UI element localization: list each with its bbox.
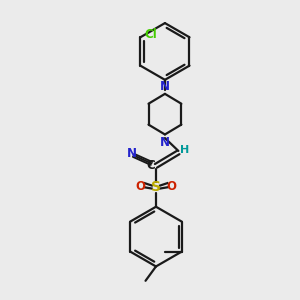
Text: N: N xyxy=(160,80,170,93)
Text: Cl: Cl xyxy=(144,28,157,41)
Text: N: N xyxy=(160,136,170,149)
Text: H: H xyxy=(180,145,190,155)
Text: O: O xyxy=(135,180,146,193)
Text: S: S xyxy=(151,180,161,194)
Text: N: N xyxy=(127,147,137,160)
Text: C: C xyxy=(146,159,155,172)
Text: O: O xyxy=(167,180,176,193)
